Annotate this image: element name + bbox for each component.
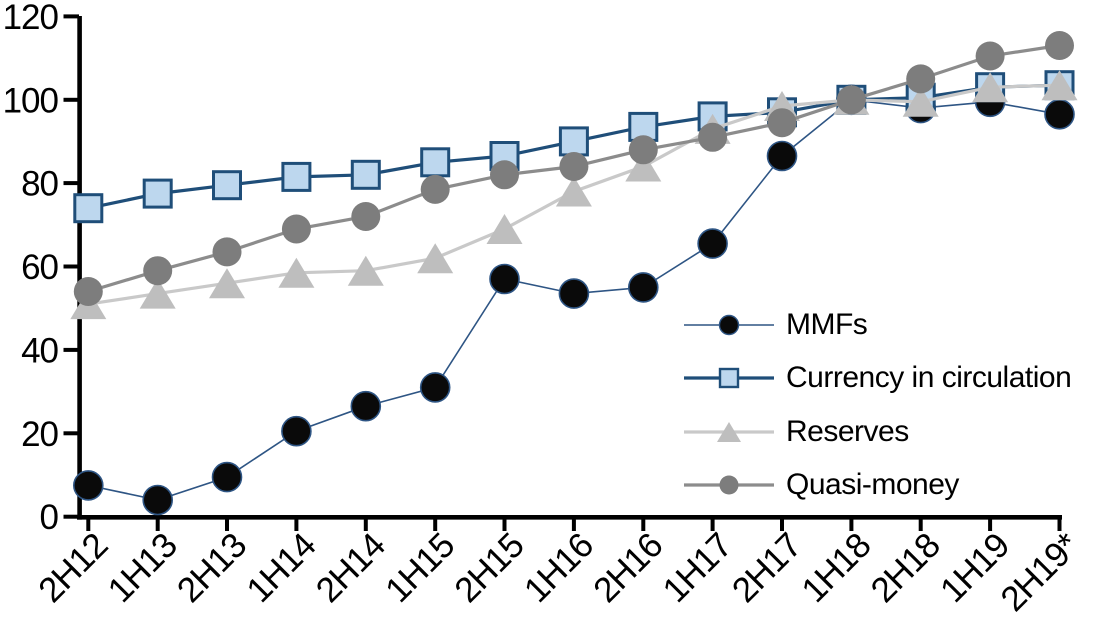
svg-text:2H16: 2H16 — [586, 526, 670, 610]
svg-text:2H15: 2H15 — [447, 526, 531, 610]
legend-item-reserves: Reserves — [683, 415, 909, 449]
svg-text:80: 80 — [21, 165, 58, 204]
svg-text:60: 60 — [21, 248, 58, 287]
svg-text:20: 20 — [21, 415, 58, 454]
svg-text:40: 40 — [21, 331, 58, 370]
legend-label-reserves: Reserves — [786, 415, 909, 448]
svg-text:2H17: 2H17 — [725, 526, 809, 610]
reserves-marker-icon — [683, 415, 775, 449]
legend-item-currency: Currency in circulation — [683, 361, 1072, 395]
svg-text:2H12: 2H12 — [31, 526, 115, 610]
legend-label-mmfs: MMFs — [786, 308, 868, 341]
currency-marker-icon — [683, 361, 775, 395]
svg-text:1H15: 1H15 — [378, 526, 462, 610]
quasi-money-marker-icon — [683, 468, 775, 502]
svg-text:1H13: 1H13 — [100, 526, 184, 610]
legend-item-mmfs: MMFs — [683, 308, 868, 342]
svg-text:2H14: 2H14 — [309, 526, 393, 610]
svg-text:1H14: 1H14 — [239, 526, 323, 610]
mmfs-marker-icon — [683, 308, 775, 342]
svg-text:2H18: 2H18 — [863, 526, 947, 610]
svg-text:0: 0 — [40, 498, 59, 537]
svg-text:1H16: 1H16 — [517, 526, 601, 610]
svg-text:2H13: 2H13 — [170, 526, 254, 610]
legend-label-currency: Currency in circulation — [786, 361, 1072, 394]
legend-label-quasi-money: Quasi-money — [786, 468, 959, 501]
svg-text:1H17: 1H17 — [655, 526, 739, 610]
svg-text:2H19*: 2H19* — [993, 525, 1087, 619]
svg-text:100: 100 — [3, 81, 59, 120]
svg-text:1H18: 1H18 — [794, 526, 878, 610]
svg-text:120: 120 — [3, 0, 59, 37]
legend-item-quasi-money: Quasi-money — [683, 468, 959, 502]
